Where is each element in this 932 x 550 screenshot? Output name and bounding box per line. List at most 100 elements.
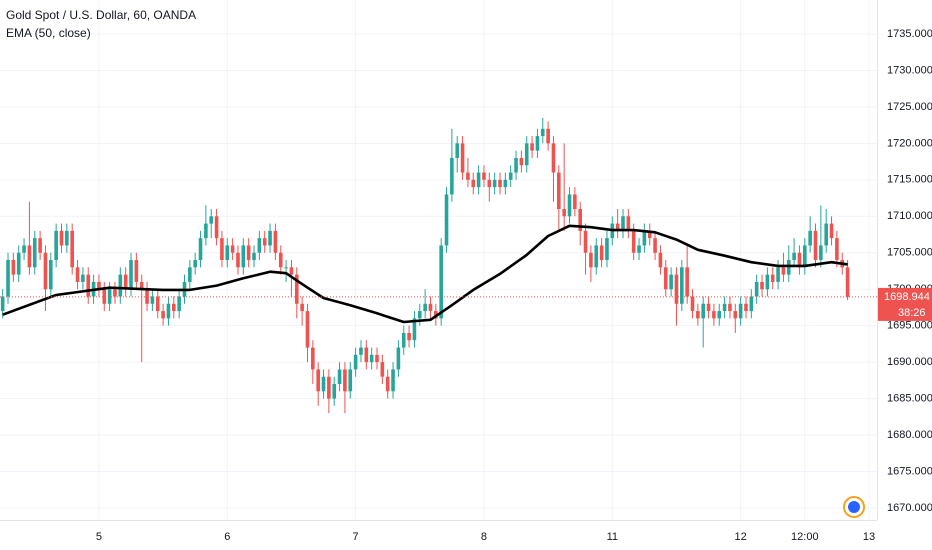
candle-body — [102, 289, 107, 304]
candle-body — [647, 230, 652, 239]
candle-body — [6, 260, 10, 297]
candle-body — [396, 347, 401, 370]
candle-body — [417, 311, 422, 319]
candle-body — [359, 347, 363, 355]
candle-body — [97, 281, 101, 290]
ema-line — [2, 224, 848, 324]
candle-body — [294, 274, 299, 304]
candle-body — [268, 230, 272, 246]
candle-body — [439, 245, 443, 319]
candle-body — [744, 303, 748, 312]
candle-body — [498, 179, 502, 188]
candle-body — [332, 384, 337, 399]
candle-body — [230, 245, 235, 253]
candle-body — [343, 369, 347, 392]
candle-body — [444, 194, 449, 246]
candle-body — [369, 354, 374, 363]
candle-body — [337, 369, 342, 385]
candle-body — [471, 179, 476, 188]
candle-body — [829, 223, 834, 239]
plot — [0, 117, 877, 414]
candle-body — [155, 296, 160, 312]
candle-body — [663, 267, 668, 290]
candle-body — [193, 260, 197, 268]
candle-body — [503, 179, 508, 188]
candle-body — [86, 274, 91, 297]
candle-body — [118, 274, 123, 297]
y-tick-label: 1705.000 — [887, 247, 932, 259]
candle-body — [466, 172, 470, 180]
candle-body — [824, 223, 828, 246]
y-tick-label: 1710.000 — [887, 210, 932, 222]
candle-body — [530, 143, 534, 151]
y-tick-label: 1680.000 — [887, 429, 932, 441]
candle-body — [701, 303, 706, 319]
candle-body — [49, 260, 53, 290]
candle-body — [589, 252, 593, 268]
candle-body — [11, 260, 16, 275]
candle-body — [401, 332, 406, 348]
candle-body — [578, 208, 583, 231]
candle-body — [621, 216, 625, 231]
legend-entry: EMA (50, close) — [6, 26, 91, 40]
candle-body — [776, 267, 780, 282]
y-tick-label: 1675.000 — [887, 465, 932, 477]
y-tick-label: 1670.000 — [887, 502, 932, 514]
candle-body — [407, 332, 411, 341]
candle-body — [508, 172, 513, 180]
candle-body — [573, 194, 577, 209]
candle-body — [107, 289, 112, 304]
y-tick-label: 1725.000 — [887, 101, 932, 113]
last-price-label: 1698.944 — [884, 291, 930, 303]
candle-body — [166, 303, 171, 319]
candle-body — [241, 245, 246, 268]
candle-body — [171, 303, 176, 312]
candle-body — [305, 311, 310, 348]
candle-body — [770, 274, 775, 282]
x-tick-label: 8 — [481, 531, 487, 543]
x-tick-label: 12:00 — [791, 531, 819, 543]
candle-body — [845, 267, 850, 297]
candle-body — [562, 208, 566, 217]
candle-body — [599, 245, 604, 261]
candle-body — [70, 230, 74, 268]
y-tick-label: 1690.000 — [887, 356, 932, 368]
candle-body — [835, 238, 839, 261]
y-tick-label: 1715.000 — [887, 174, 932, 186]
candle-body — [38, 238, 42, 253]
last-price-box — [878, 287, 932, 321]
grid — [0, 0, 877, 520]
candle-body — [353, 354, 358, 370]
x-tick-label: 5 — [96, 531, 102, 543]
candle-body — [412, 318, 417, 341]
candle-body — [797, 252, 802, 268]
candle-body — [524, 143, 529, 166]
candle-body — [567, 194, 572, 217]
candle-body — [514, 157, 518, 173]
candle-body — [75, 267, 80, 282]
x-tick-label: 13 — [863, 531, 875, 543]
candle-body — [749, 296, 754, 312]
candle-body — [129, 260, 133, 290]
candle-body — [123, 274, 128, 290]
candle-body — [760, 281, 764, 290]
candle-body — [278, 252, 283, 268]
candle-body — [690, 296, 695, 312]
candle-body — [680, 267, 684, 304]
candle-body — [583, 230, 588, 253]
candle-body — [626, 216, 631, 231]
candle-body — [717, 311, 722, 319]
logo — [843, 496, 865, 518]
candle-body — [198, 238, 203, 261]
candle-body — [492, 179, 497, 188]
x-tick-label: 6 — [224, 531, 230, 543]
candle-body — [316, 369, 320, 392]
candle-body — [257, 238, 262, 253]
candle-body — [637, 245, 641, 253]
candle-body — [311, 347, 315, 370]
candle-body — [54, 230, 58, 261]
candle-body — [728, 303, 732, 312]
candle-body — [284, 267, 288, 269]
candle-body — [139, 281, 144, 290]
